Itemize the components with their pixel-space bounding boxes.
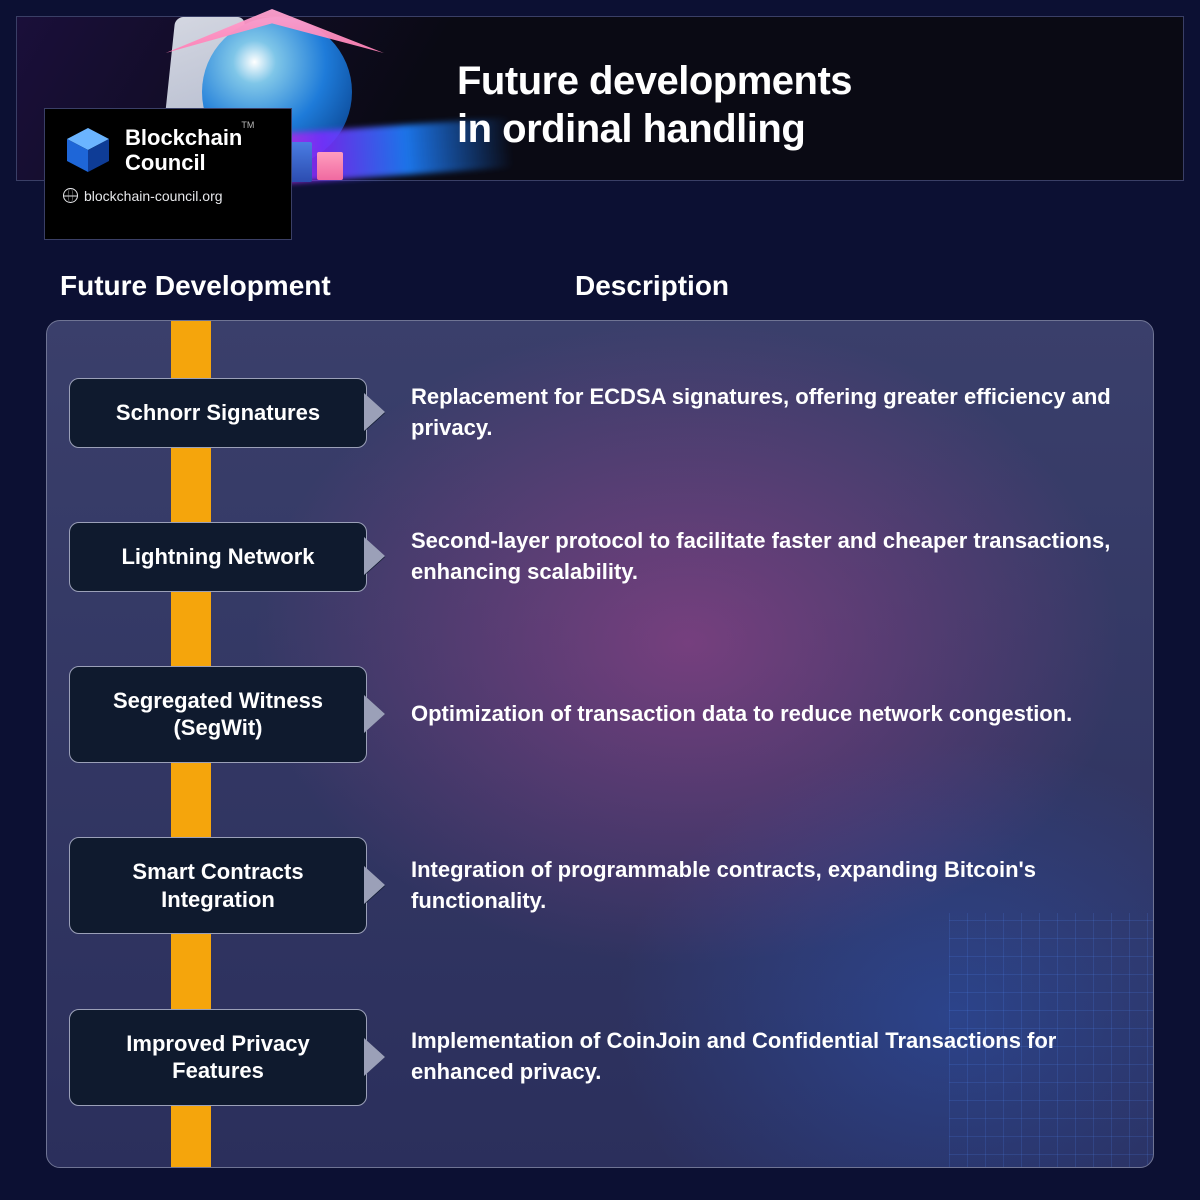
item-description: Second-layer protocol to facilitate fast…	[367, 526, 1113, 588]
item-description: Optimization of transaction data to redu…	[367, 699, 1113, 730]
url-text: blockchain-council.org	[84, 188, 223, 204]
chevron-right-icon	[365, 696, 385, 732]
item-label: Segregated Witness (SegWit)	[113, 688, 323, 741]
logo-url: blockchain-council.org	[63, 188, 273, 204]
logo-card: Blockchain Council TM blockchain-council…	[44, 108, 292, 240]
trademark: TM	[241, 120, 254, 130]
chevron-right-icon	[365, 539, 385, 575]
column-headers: Future Development Description	[60, 270, 1140, 302]
item-description: Implementation of CoinJoin and Confident…	[367, 1026, 1113, 1088]
globe-icon	[63, 188, 78, 203]
item-label: Improved Privacy Features	[126, 1031, 309, 1084]
content-panel: Schnorr Signatures Replacement for ECDSA…	[46, 320, 1154, 1168]
logo-line-1: Blockchain	[125, 125, 242, 150]
chevron-right-icon	[365, 868, 385, 904]
item-description: Replacement for ECDSA signatures, offeri…	[367, 382, 1113, 444]
logo-line-2: Council	[125, 150, 206, 175]
item-label: Smart Contracts Integration	[132, 859, 303, 912]
item-tag: Lightning Network	[69, 522, 367, 592]
list-item: Smart Contracts Integration Integration …	[47, 837, 1153, 934]
chevron-right-icon	[365, 395, 385, 431]
rows-container: Schnorr Signatures Replacement for ECDSA…	[47, 321, 1153, 1167]
item-tag: Schnorr Signatures	[69, 378, 367, 448]
list-item: Schnorr Signatures Replacement for ECDSA…	[47, 378, 1153, 448]
title-line-1: Future developments	[457, 59, 852, 103]
item-label: Schnorr Signatures	[116, 400, 320, 425]
page-title: Future developments in ordinal handling	[457, 57, 852, 153]
column-header-left: Future Development	[60, 270, 515, 302]
list-item: Lightning Network Second-layer protocol …	[47, 522, 1153, 592]
list-item: Segregated Witness (SegWit) Optimization…	[47, 666, 1153, 763]
item-description: Integration of programmable contracts, e…	[367, 855, 1113, 917]
title-line-2: in ordinal handling	[457, 107, 805, 151]
column-header-right: Description	[515, 270, 1140, 302]
logo-text: Blockchain Council TM	[125, 125, 242, 176]
item-tag: Smart Contracts Integration	[69, 837, 367, 934]
cube-icon	[63, 125, 113, 175]
item-tag: Segregated Witness (SegWit)	[69, 666, 367, 763]
item-tag: Improved Privacy Features	[69, 1009, 367, 1106]
item-label: Lightning Network	[121, 544, 314, 569]
list-item: Improved Privacy Features Implementation…	[47, 1009, 1153, 1106]
chevron-right-icon	[365, 1039, 385, 1075]
